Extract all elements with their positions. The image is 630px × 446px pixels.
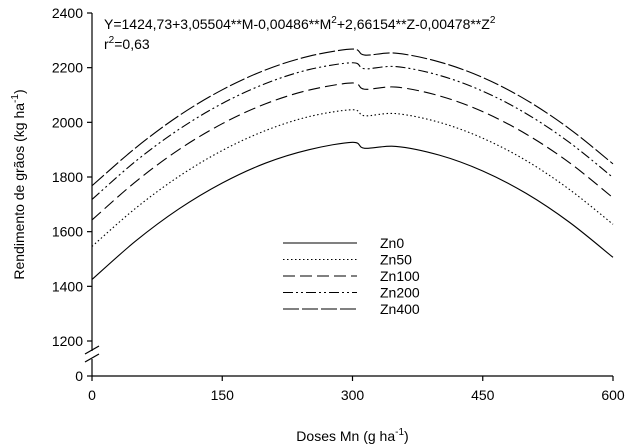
series-line-zn200 bbox=[91, 62, 614, 200]
legend-label-zn50: Zn50 bbox=[380, 252, 412, 268]
legend-label-zn200: Zn200 bbox=[380, 285, 420, 301]
x-tick-label: 300 bbox=[341, 387, 365, 403]
y-tick-label: 0 bbox=[75, 368, 83, 384]
y-tick-label: 2400 bbox=[52, 5, 83, 21]
y-tick-label: 1200 bbox=[52, 333, 83, 349]
y-tick-label: 2200 bbox=[52, 60, 83, 76]
y-axis-title: Rendimento de grãos (kg ha-1) bbox=[10, 89, 27, 279]
series-line-zn100 bbox=[91, 82, 614, 221]
r-squared: r2=0,63 bbox=[104, 35, 150, 52]
x-tick-label: 450 bbox=[471, 387, 495, 403]
legend-label-zn0: Zn0 bbox=[380, 235, 404, 251]
x-tick-label: 0 bbox=[88, 387, 96, 403]
y-tick-label: 1800 bbox=[52, 169, 83, 185]
axis-break-mark-upper bbox=[84, 345, 100, 355]
axis-break-mark-lower bbox=[84, 353, 100, 363]
series-line-zn50 bbox=[91, 109, 614, 247]
series-line-zn400 bbox=[91, 48, 614, 187]
y-tick-label: 2000 bbox=[52, 114, 83, 130]
series-line-zn0 bbox=[91, 141, 614, 280]
x-tick-label: 150 bbox=[211, 387, 235, 403]
legend-label-zn400: Zn400 bbox=[380, 301, 420, 317]
y-tick-label: 1600 bbox=[52, 224, 83, 240]
x-axis-title: Doses Mn (g ha-1) bbox=[296, 427, 408, 444]
axes: 0 1200 1400 1600 1800 2000 2200 2400 0 150 300 450 6… bbox=[10, 5, 625, 444]
y-tick-label: 1400 bbox=[52, 278, 83, 294]
x-tick-label: 600 bbox=[601, 387, 625, 403]
legend-label-zn100: Zn100 bbox=[380, 268, 420, 284]
series-layer bbox=[91, 48, 614, 280]
annotations: Y=1424,73+3,05504**M-0,00486**M2+2,66154… bbox=[104, 15, 496, 52]
regression-equation: Y=1424,73+3,05504**M-0,00486**M2+2,66154… bbox=[104, 15, 496, 32]
